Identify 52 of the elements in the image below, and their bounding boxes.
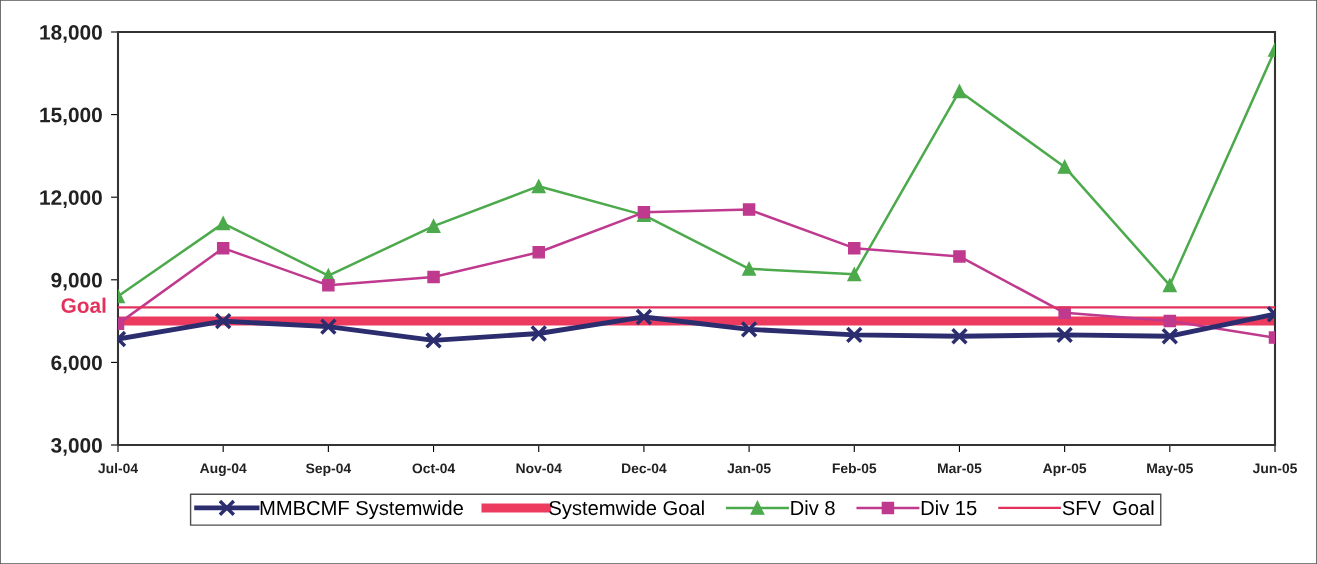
point <box>427 270 440 284</box>
point <box>635 308 653 326</box>
legend-label: Systemwide Goal <box>549 500 704 520</box>
y-tick-label: 18,000 <box>40 25 102 43</box>
point <box>952 84 967 99</box>
point <box>530 324 548 343</box>
y-tick-label: 15,000 <box>40 107 102 126</box>
point <box>1058 306 1071 320</box>
y-tick-label: 3,000 <box>51 438 102 456</box>
legend-label: SFV Goal <box>1062 500 1154 516</box>
point <box>1162 278 1177 293</box>
point <box>847 267 862 282</box>
y-tick-label: 9,000 <box>51 272 102 291</box>
point <box>319 317 338 336</box>
point <box>953 250 966 263</box>
x-tick-label: Aug-04 <box>199 463 247 476</box>
x-tick-label: Apr-05 <box>1042 463 1087 476</box>
y-tick-label: 6,000 <box>51 355 102 374</box>
point <box>637 206 651 219</box>
legend-label: MMBCMF Systemwide <box>260 500 463 520</box>
x-tick-label: Nov-04 <box>516 463 562 474</box>
point <box>1055 326 1074 344</box>
point <box>740 320 758 339</box>
point <box>742 203 756 216</box>
point <box>532 246 545 259</box>
point <box>742 261 757 276</box>
point <box>426 219 441 234</box>
point <box>214 312 232 330</box>
point <box>216 216 231 231</box>
x-tick-label: Dec-04 <box>622 463 667 474</box>
legend-label: Div 15 <box>921 500 977 516</box>
annotation: Goal <box>61 297 106 313</box>
point <box>848 241 861 255</box>
x-tick-label: Jun-05 <box>1252 463 1297 474</box>
x-tick-label: Oct-04 <box>412 463 456 474</box>
legend-label: Div 8 <box>791 500 835 516</box>
x-tick-label: Jul-04 <box>98 463 138 474</box>
x-tick-label: Mar-05 <box>938 463 982 474</box>
x-tick-label: Sep-04 <box>305 463 352 476</box>
point <box>322 279 335 292</box>
y-tick-label: 12,000 <box>40 190 102 208</box>
x-tick-label: May-05 <box>1147 463 1193 476</box>
point <box>1161 327 1179 345</box>
point <box>216 241 230 255</box>
point <box>950 327 969 345</box>
point <box>424 331 443 350</box>
x-tick-label: Feb-05 <box>832 463 877 474</box>
point <box>1163 314 1177 328</box>
point <box>531 179 546 194</box>
point <box>1057 159 1072 174</box>
point <box>845 326 863 344</box>
x-tick-label: Jan-05 <box>727 463 771 474</box>
